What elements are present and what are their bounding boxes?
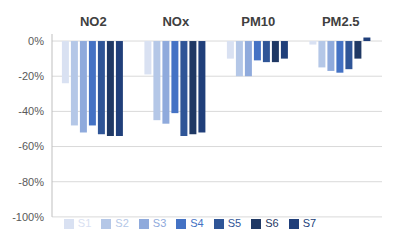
svg-text:PM2.5: PM2.5 [322,14,360,29]
svg-text:0%: 0% [28,35,44,47]
html-text:S4: S4 [190,216,204,229]
svg-text:NOx: NOx [162,14,190,29]
svg-text:-40%: -40% [18,105,44,117]
svg-text:PM10: PM10 [241,14,275,29]
svg-text:-20%: -20% [18,70,44,82]
svg-text:-100%: -100% [12,211,44,223]
html-text:S6: S6 [265,216,279,229]
html-text:S5: S5 [227,216,242,229]
html-text:S3: S3 [152,216,167,229]
html-text:S1: S1 [77,216,92,229]
svg-text:NO2: NO2 [80,14,107,29]
html-text:S7: S7 [302,216,317,229]
svg-text:-60%: -60% [18,140,44,152]
svg-text:-80%: -80% [18,176,44,188]
html-text:S2: S2 [115,216,129,229]
